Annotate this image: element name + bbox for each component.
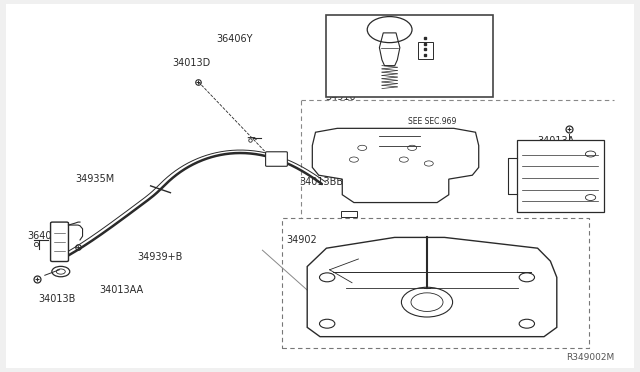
Text: 34013AA: 34013AA	[99, 285, 143, 295]
Text: 34103R: 34103R	[538, 194, 575, 204]
Text: 34013BB: 34013BB	[300, 177, 344, 187]
Text: SEE SEC.969: SEE SEC.969	[408, 117, 456, 126]
Text: 34013D: 34013D	[173, 58, 211, 68]
Text: 34935M: 34935M	[76, 174, 115, 183]
Text: R349002M: R349002M	[566, 353, 614, 362]
Polygon shape	[380, 33, 400, 65]
Text: 36406Y: 36406Y	[27, 231, 63, 241]
Bar	[326, 15, 493, 97]
Text: 34939+B: 34939+B	[138, 252, 183, 262]
Text: 34902: 34902	[287, 235, 317, 245]
Text: 34910: 34910	[325, 93, 356, 102]
Text: SEE SEC.969: SEE SEC.969	[397, 135, 445, 144]
Bar	[419, 42, 433, 60]
Text: 34013A: 34013A	[538, 137, 575, 146]
Bar	[282, 218, 589, 348]
Bar	[341, 211, 356, 217]
Bar	[517, 140, 604, 212]
FancyBboxPatch shape	[51, 222, 68, 262]
FancyBboxPatch shape	[266, 152, 287, 166]
Polygon shape	[307, 237, 557, 337]
Text: 34922: 34922	[461, 36, 492, 46]
Text: 34013B: 34013B	[38, 295, 76, 304]
Text: 36406Y: 36406Y	[216, 34, 253, 44]
Polygon shape	[312, 128, 479, 202]
